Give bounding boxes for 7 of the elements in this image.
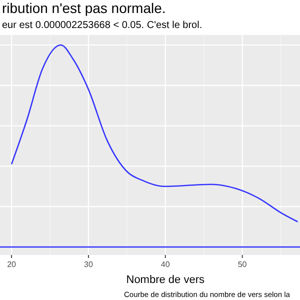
x-axis-title: Nombre de vers (126, 274, 206, 286)
chart-title: ribution n'est pas normale. (2, 0, 166, 16)
x-tick-label: 20 (7, 260, 17, 269)
chart-subtitle: eur est 0.000002253668 < 0.05. C'est le brol. (2, 20, 202, 31)
x-tick-label: 40 (160, 260, 170, 269)
x-tick-label: 30 (84, 260, 94, 269)
x-tick-label: 50 (238, 260, 248, 269)
